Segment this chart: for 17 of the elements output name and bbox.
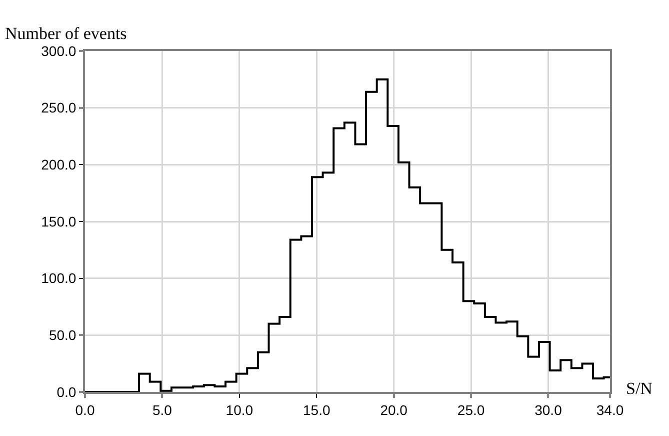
y-tick-label: 0.0	[56, 384, 76, 400]
x-tick-label: 30.0	[534, 402, 562, 418]
y-tick-label: 200.0	[41, 156, 76, 173]
y-tick-label: 250.0	[41, 100, 76, 116]
x-axis-title: S/N	[626, 379, 652, 398]
y-tick-label: 150.0	[41, 213, 76, 230]
x-tick-label: 5.0	[152, 402, 172, 418]
x-tick-label: 20.0	[380, 402, 408, 418]
y-axis-title: Number of events	[5, 24, 127, 43]
x-tick-label: 25.0	[457, 402, 485, 418]
x-tick-label: 34.0	[596, 402, 624, 418]
y-tick-label: 300.0	[41, 42, 76, 59]
x-tick-label: 10.0	[226, 402, 254, 418]
y-tick-label: 50.0	[48, 327, 76, 344]
x-tick-label: 0.0	[75, 402, 95, 418]
y-tick-label: 100.0	[41, 270, 76, 286]
x-tick-label: 15.0	[302, 402, 330, 418]
